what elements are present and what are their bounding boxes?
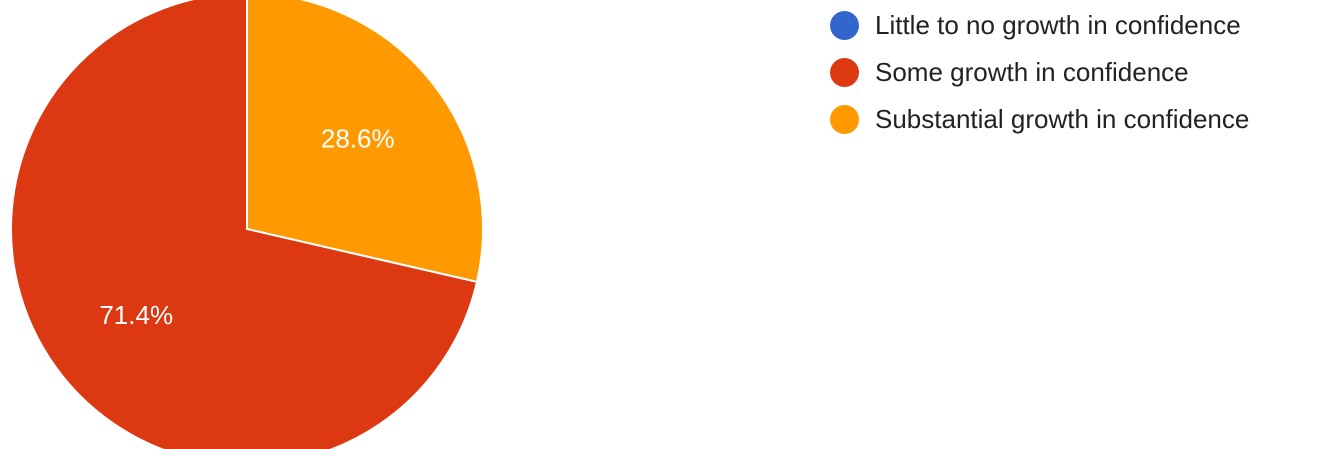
pie-slice-some-growth[interactable] bbox=[10, 0, 479, 449]
legend-item-substantial-growth[interactable]: Substantial growth in confidence bbox=[830, 96, 1330, 143]
legend-label-substantial-growth: Substantial growth in confidence bbox=[875, 104, 1250, 134]
legend-label-little-growth: Little to no growth in confidence bbox=[875, 10, 1241, 40]
legend-item-little-growth[interactable]: Little to no growth in confidence bbox=[830, 2, 1330, 49]
legend-item-some-growth[interactable]: Some growth in confidence bbox=[830, 49, 1330, 96]
legend-label-some-growth: Some growth in confidence bbox=[875, 57, 1189, 87]
legend-swatch-substantial-growth bbox=[830, 105, 859, 134]
slice-label-substantial-growth: 28.6% bbox=[321, 124, 395, 154]
slice-label-some-growth: 71.4% bbox=[99, 300, 173, 330]
legend: Little to no growth in confidence Some g… bbox=[830, 2, 1330, 143]
legend-swatch-some-growth bbox=[830, 58, 859, 87]
legend-swatch-little-growth bbox=[830, 11, 859, 40]
pie-slice-substantial-growth[interactable] bbox=[246, 0, 484, 284]
